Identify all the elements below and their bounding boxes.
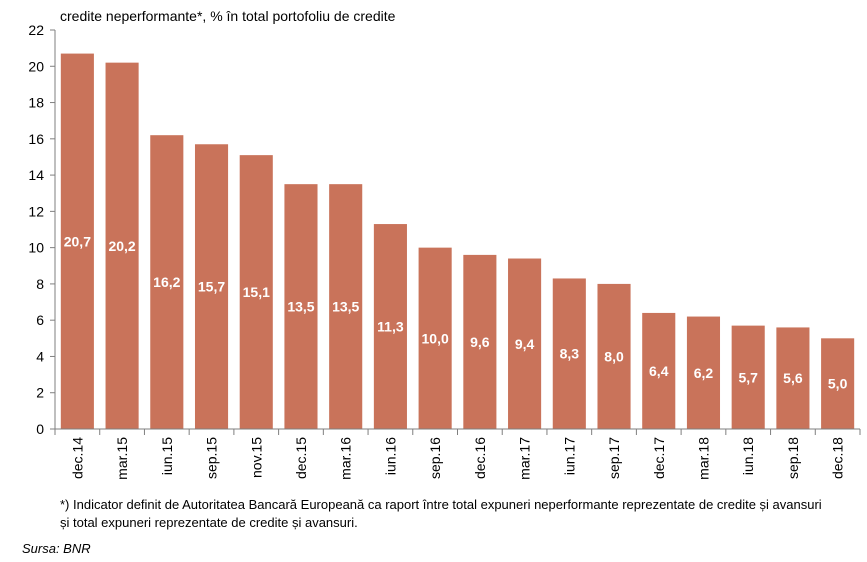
y-tick-label: 18: [28, 95, 44, 111]
y-tick-label: 22: [28, 22, 44, 38]
bar: [150, 135, 184, 429]
data-label: 10,0: [422, 330, 449, 346]
bar: [508, 258, 542, 429]
x-tick-label: iun.18: [740, 437, 756, 475]
data-label: 16,2: [153, 274, 180, 290]
y-tick-label: 0: [36, 421, 44, 437]
data-label: 5,6: [783, 370, 803, 386]
data-label: 13,5: [287, 299, 314, 315]
data-label: 5,0: [828, 376, 848, 392]
y-tick-label: 2: [36, 385, 44, 401]
bars: 20,7 20,2 16,2 15,7 15,1 13,5 13,5 11,3 10,0 9,6 9…: [60, 53, 855, 430]
y-tick-label: 16: [28, 131, 44, 147]
x-tick-label: sep.15: [204, 437, 220, 479]
bar: [463, 254, 497, 429]
data-label: 11,3: [377, 319, 404, 335]
y-tick-label: 20: [28, 58, 44, 74]
bar-chart: 0 2 4 6 8 10 12 14 16 18 20 22 20,7 20,2 16,2 15,7 15,1…: [28, 22, 861, 480]
x-tick-label: sep.16: [427, 437, 443, 479]
x-tick-label: iun.16: [382, 437, 398, 475]
x-tick-label: mar.18: [695, 437, 711, 480]
bar: [60, 53, 94, 430]
bar: [105, 62, 139, 430]
footnote-line-1: *) Indicator definit de Autoritatea Banc…: [60, 497, 822, 512]
data-label: 8,0: [604, 348, 624, 364]
bar: [776, 327, 810, 429]
x-tick-label: dec.14: [69, 437, 85, 479]
y-tick-label: 12: [28, 203, 44, 219]
x-axis: dec.14 mar.15 iun.15 sep.15 nov.15 dec.15 mar.…: [54, 428, 861, 480]
bar: [552, 278, 586, 429]
y-tick-label: 8: [36, 276, 44, 292]
x-tick-label: mar.17: [517, 437, 533, 480]
data-label: 13,5: [332, 299, 359, 315]
footnote: *) Indicator definit de Autoritatea Banc…: [60, 496, 865, 532]
x-tick-label: sep.17: [606, 437, 622, 479]
data-label: 20,7: [64, 233, 91, 249]
bar: [731, 325, 765, 429]
data-label: 8,3: [560, 346, 580, 362]
data-label: 6,4: [649, 363, 669, 379]
x-tick-label: dec.15: [293, 437, 309, 479]
x-tick-label: nov.15: [248, 437, 264, 478]
x-tick-label: dec.18: [830, 437, 846, 479]
bar: [373, 224, 407, 429]
x-tick-label: iun.15: [159, 437, 175, 475]
footnote-line-2: și total expuneri reprezentate de credit…: [60, 515, 358, 530]
x-tick-label: mar.15: [114, 437, 130, 480]
y-axis: 0 2 4 6 8 10 12 14 16 18 20 22: [28, 22, 56, 437]
bar: [686, 316, 721, 429]
bar: [597, 283, 631, 429]
data-label: 20,2: [108, 238, 135, 254]
data-label: 5,7: [738, 369, 758, 385]
bar: [284, 184, 318, 429]
y-tick-label: 10: [28, 240, 44, 256]
data-label: 9,6: [470, 334, 490, 350]
data-label: 15,1: [243, 284, 270, 300]
x-tick-label: dec.17: [651, 437, 667, 479]
bar: [194, 144, 229, 429]
y-tick-label: 4: [36, 348, 44, 364]
bar: [418, 247, 452, 429]
x-tick-label: sep.18: [785, 437, 801, 479]
bar: [239, 155, 273, 429]
x-tick-label: iun.17: [561, 437, 577, 475]
bar: [642, 312, 676, 429]
x-tick-label: mar.16: [338, 437, 354, 480]
data-label: 9,4: [515, 336, 535, 352]
y-tick-label: 14: [28, 167, 44, 183]
y-tick-label: 6: [36, 312, 44, 328]
data-label: 15,7: [198, 279, 225, 295]
x-tick-label: dec.16: [472, 437, 488, 479]
source-note: Sursa: BNR: [22, 541, 91, 556]
bar: [329, 184, 363, 429]
bar: [821, 338, 855, 429]
y-axis-title: credite neperformante*, % în total porto…: [60, 8, 396, 24]
data-label: 6,2: [694, 365, 714, 381]
